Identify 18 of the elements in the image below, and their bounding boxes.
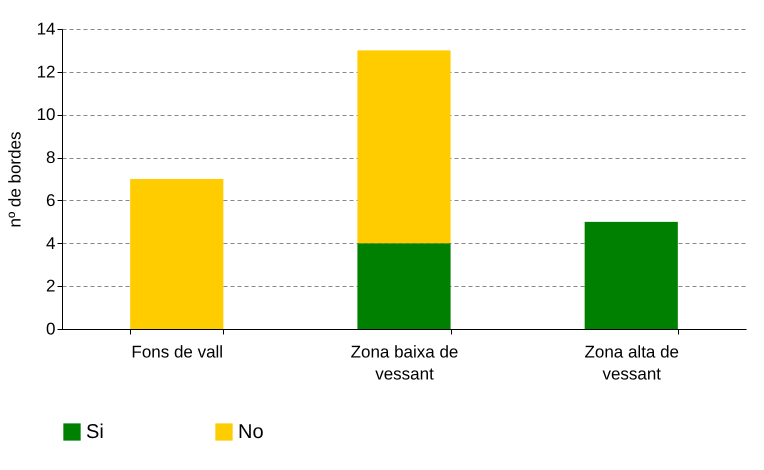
y-tick-label: 6 bbox=[46, 190, 56, 210]
y-tick-label: 8 bbox=[46, 148, 56, 168]
x-tick-label: Fons de vall bbox=[131, 342, 224, 362]
y-tick-label: 4 bbox=[46, 234, 56, 253]
y-axis-title: nº de bordes bbox=[6, 132, 25, 228]
x-tick-label: Zona baixa de vessant bbox=[350, 342, 458, 384]
bar bbox=[357, 50, 451, 244]
legend-label: No bbox=[238, 421, 264, 443]
legend-label: Si bbox=[86, 421, 104, 443]
bar bbox=[130, 179, 224, 329]
y-tick-label: 10 bbox=[36, 105, 56, 124]
bar bbox=[584, 222, 678, 329]
y-tick-label: 2 bbox=[46, 276, 56, 296]
y-tick-label: 14 bbox=[36, 20, 56, 38]
bar bbox=[357, 243, 451, 329]
y-tick-label: 12 bbox=[36, 62, 56, 82]
y-tick-label: 0 bbox=[46, 320, 56, 338]
x-tick-label: Zona alta de vessant bbox=[584, 342, 679, 384]
